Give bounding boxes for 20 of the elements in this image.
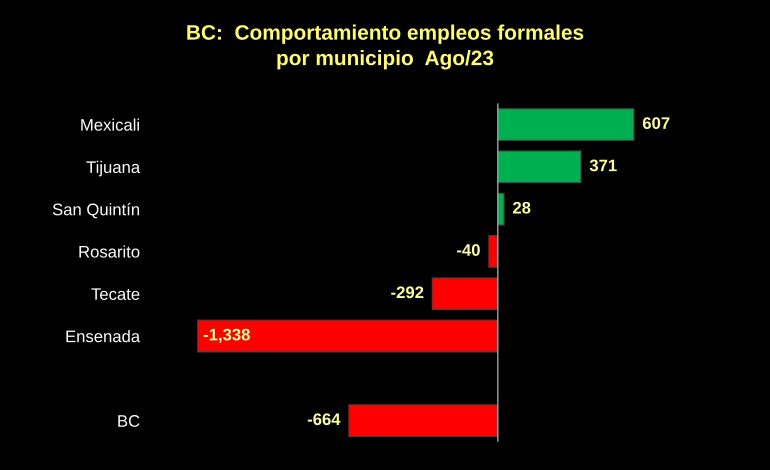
y-tick-label: Tijuana <box>86 160 140 176</box>
chart-title: BC: Comportamiento empleos formales por municipio Ago/23 <box>187 24 584 70</box>
bar <box>497 108 635 141</box>
data-label: 371 <box>590 160 617 172</box>
data-label: -292 <box>391 286 424 298</box>
data-label: 607 <box>642 117 670 130</box>
y-tick-label: Rosarito <box>79 245 140 258</box>
y-tick-label: Mexicali <box>81 118 139 131</box>
bar <box>432 277 498 310</box>
y-tick-label: Ensenada <box>66 330 140 342</box>
bar <box>497 150 582 184</box>
bar <box>348 404 498 438</box>
data-label: -664 <box>308 413 340 426</box>
y-tick-label: BC <box>118 415 140 427</box>
y-tick-label: San Quintín <box>52 202 140 218</box>
bar <box>197 320 498 352</box>
data-label: 28 <box>512 202 530 214</box>
data-label: -1,338 <box>204 328 250 343</box>
y-tick-label: Tecate <box>91 288 140 300</box>
data-label: -40 <box>457 244 480 256</box>
